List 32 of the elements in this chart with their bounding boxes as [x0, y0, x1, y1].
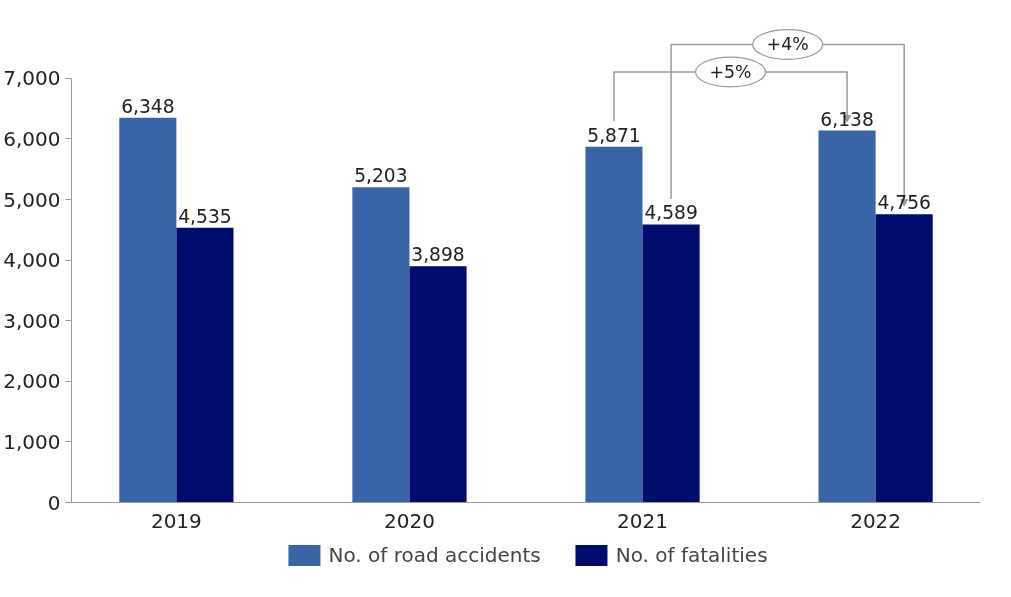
legend-label: No. of fatalities	[615, 543, 768, 567]
data-label: 5,871	[587, 124, 641, 146]
y-tick-label: 2,000	[3, 369, 61, 394]
bar	[119, 117, 177, 503]
y-tick-label: 4,000	[3, 248, 61, 273]
bar	[585, 146, 643, 503]
bar	[875, 214, 933, 503]
y-tick-label: 6,000	[3, 126, 61, 151]
y-tick-label: 5,000	[3, 187, 61, 212]
data-label: 3,898	[411, 244, 465, 266]
data-label: 5,203	[354, 165, 408, 187]
x-tick-label: 2019	[150, 508, 202, 533]
bar	[409, 266, 467, 503]
x-tick-label: 2020	[384, 508, 435, 533]
y-tick-label: 7,000	[3, 66, 61, 91]
y-tick-label: 0	[47, 490, 61, 515]
x-tick-label: 2022	[850, 508, 902, 533]
text: +4%	[766, 34, 809, 55]
bar	[352, 187, 410, 503]
bar	[818, 130, 876, 503]
x-tick-label: 2021	[617, 508, 668, 533]
data-label: 4,589	[644, 202, 698, 224]
data-label: 6,348	[121, 95, 175, 117]
bar	[642, 224, 700, 503]
legend-label: No. of road accidents	[328, 543, 541, 567]
annotation: +5%	[709, 62, 752, 82]
bar	[176, 227, 234, 503]
y-tick-label: 3,000	[3, 308, 61, 333]
data-label: 6,138	[820, 108, 874, 130]
y-tick-label: 1,000	[3, 429, 61, 454]
data-label: 4,535	[178, 205, 232, 227]
data-label: 4,756	[877, 192, 931, 214]
